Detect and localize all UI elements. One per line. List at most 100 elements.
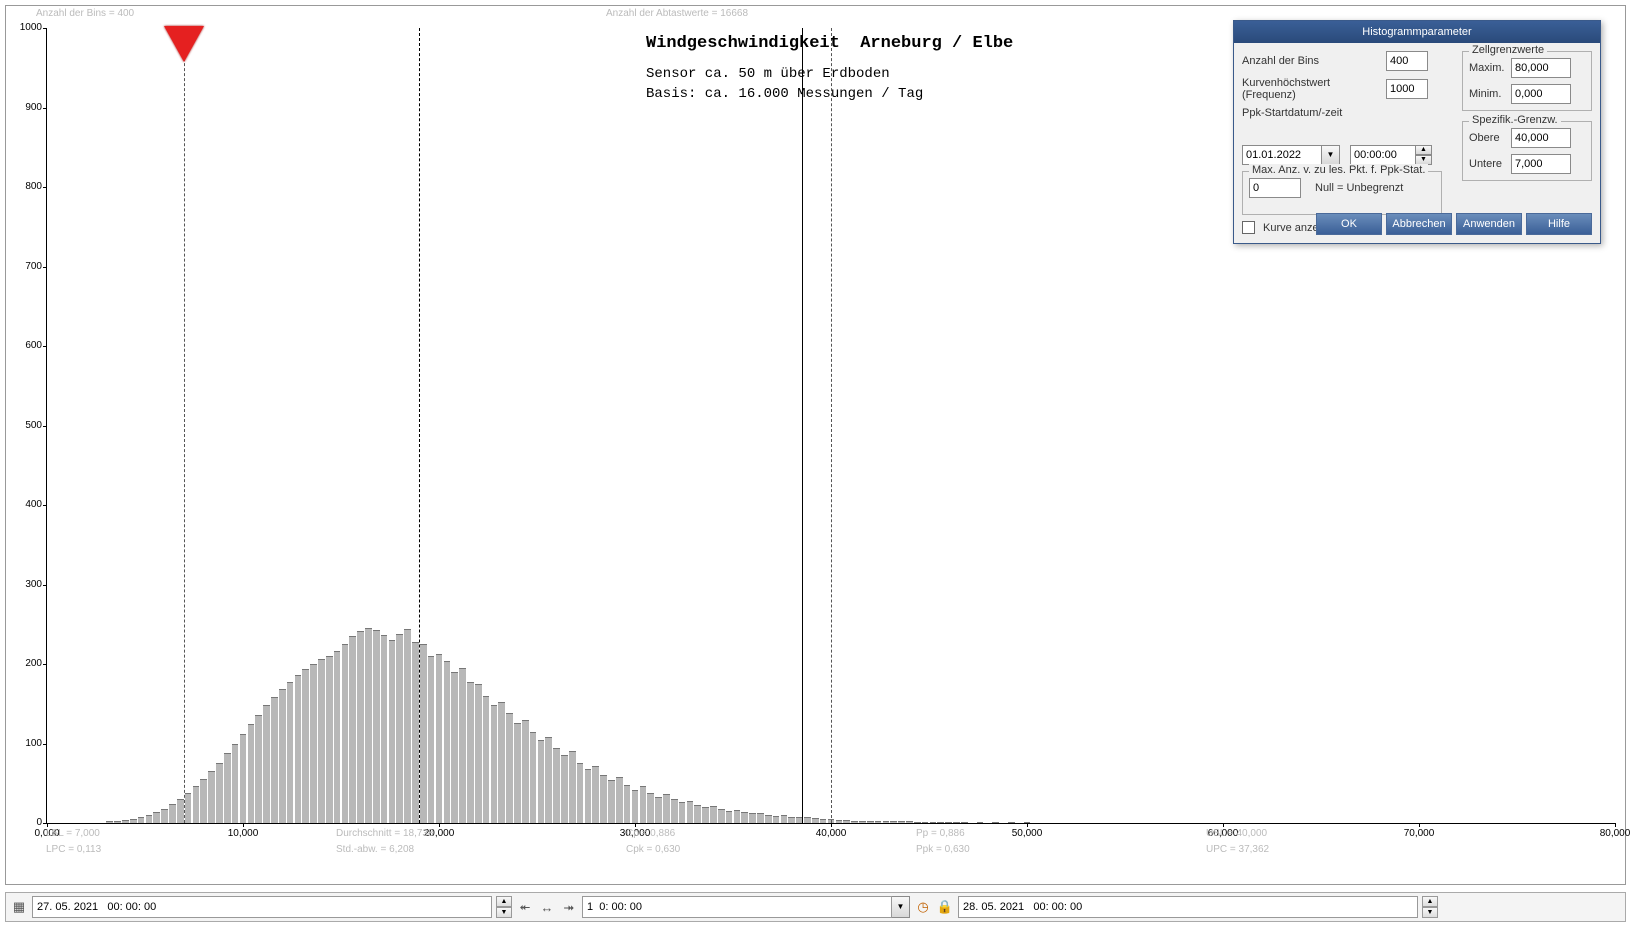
histogram-bar — [592, 766, 599, 823]
to-down[interactable]: ▼ — [1422, 907, 1438, 918]
marker-triangle-icon[interactable] — [164, 26, 204, 62]
stat-ppk: Ppk = 0,630 — [916, 844, 970, 855]
stat-durchschnitt: Durchschnitt = 18,738 — [336, 828, 434, 839]
histogram-bar — [420, 644, 427, 823]
lock-icon[interactable]: 🔒 — [936, 898, 954, 916]
anwenden-button[interactable]: Anwenden — [1456, 213, 1522, 235]
histogram-bar — [937, 822, 944, 823]
histogram-bar — [240, 734, 247, 823]
histogram-bar — [632, 790, 639, 823]
histogram-bar — [710, 806, 717, 823]
interval-dropdown[interactable]: ▼ — [892, 896, 910, 918]
y-tick-label: 500 — [12, 420, 42, 431]
ppk-date-input[interactable] — [1242, 145, 1322, 165]
histogram-bar — [679, 802, 686, 823]
histogram-bar — [373, 630, 380, 823]
date-from-input[interactable] — [32, 896, 492, 918]
histogram-bar — [318, 659, 325, 823]
y-tick-label: 700 — [12, 261, 42, 272]
histogram-bar — [961, 822, 968, 823]
interval-input[interactable] — [582, 896, 892, 918]
histogram-bar — [334, 651, 341, 823]
histogram-bar — [342, 644, 349, 823]
chart-title: Windgeschwindigkeit Arneburg / Elbe — [646, 34, 1013, 53]
y-tick-label: 600 — [12, 340, 42, 351]
histogram-bar — [491, 705, 498, 823]
y-tick-label: 1000 — [12, 22, 42, 33]
histogram-bar — [396, 634, 403, 823]
histogram-bar — [545, 737, 552, 823]
histogram-bar — [114, 821, 121, 823]
histogram-bar — [616, 777, 623, 823]
histogram-bar — [890, 821, 897, 823]
min-input[interactable] — [1511, 84, 1571, 104]
top-samples-label-text: Anzahl der Abtastwerte = — [606, 8, 720, 19]
chart-subtitle-1: Sensor ca. 50 m über Erdboden — [646, 66, 890, 82]
y-tick-label: 0 — [12, 817, 42, 828]
from-down[interactable]: ▼ — [496, 907, 512, 918]
hilfe-button[interactable]: Hilfe — [1526, 213, 1592, 235]
histogram-bar — [749, 813, 756, 823]
histogram-bar — [930, 822, 937, 823]
histogram-bar — [773, 816, 780, 823]
y-tick-label: 400 — [12, 499, 42, 510]
histogram-bar — [428, 656, 435, 823]
reference-line — [802, 28, 803, 823]
histogram-bar — [498, 702, 505, 823]
max-input[interactable] — [1511, 58, 1571, 78]
histogram-bar — [1024, 822, 1031, 823]
nav-expand-icon[interactable]: ↔ — [538, 898, 556, 916]
nav-next-fast-icon[interactable]: ⯮ — [560, 898, 578, 916]
calendar-icon[interactable]: ▦ — [10, 898, 28, 916]
date-to-input[interactable] — [958, 896, 1418, 918]
abbrechen-button[interactable]: Abbrechen — [1386, 213, 1452, 235]
histogram-bar — [953, 822, 960, 823]
histogram-bar — [561, 755, 568, 823]
stats-row: LSL = 7,000 Durchschnitt = 18,738 Cp = 0… — [46, 828, 1615, 862]
histogram-bar — [914, 822, 921, 823]
bins-input[interactable] — [1386, 51, 1428, 71]
histogram-params-dialog: Histogrammparameter Anzahl der Bins Kurv… — [1233, 20, 1601, 244]
histogram-bar — [357, 631, 364, 823]
histogram-bar — [867, 821, 874, 823]
top-bins-label: Anzahl der Bins = 400 — [36, 8, 134, 19]
dialog-titlebar[interactable]: Histogrammparameter — [1234, 21, 1600, 43]
histogram-bar — [404, 629, 411, 823]
ppk-date-dropdown[interactable]: ▼ — [1322, 145, 1340, 165]
stat-lpc: LPC = 0,113 — [46, 844, 101, 855]
ppk-time-input[interactable] — [1350, 145, 1416, 165]
kurven-label: Kurvenhöchstwert (Frequenz) — [1242, 77, 1382, 101]
histogram-bar — [138, 817, 145, 823]
histogram-bar — [757, 813, 764, 823]
ppk-time-up[interactable]: ▲ — [1416, 145, 1432, 155]
histogram-bar — [898, 821, 905, 823]
ppk-date-label: Ppk-Startdatum/-zeit — [1242, 107, 1342, 119]
histogram-bar — [365, 628, 372, 823]
nav-prev-fast-icon[interactable]: ⯬ — [516, 898, 534, 916]
histogram-bar — [451, 672, 458, 823]
zellgrenz-legend: Zellgrenzwerte — [1469, 44, 1547, 56]
histogram-bar — [302, 669, 309, 823]
top-samples-label: Anzahl der Abtastwerte = 16668 — [606, 8, 748, 19]
obere-label: Obere — [1469, 132, 1507, 144]
histogram-bar — [436, 654, 443, 823]
histogram-bar — [640, 786, 647, 823]
histogram-bar — [977, 822, 984, 823]
from-up[interactable]: ▲ — [496, 896, 512, 907]
maxpkt-input[interactable] — [1249, 178, 1301, 198]
histogram-bar — [467, 682, 474, 824]
histogram-bar — [310, 664, 317, 823]
ok-button[interactable]: OK — [1316, 213, 1382, 235]
y-tick-label: 200 — [12, 658, 42, 669]
to-up[interactable]: ▲ — [1422, 896, 1438, 907]
histogram-bar — [185, 793, 192, 823]
histogram-bar — [812, 818, 819, 823]
stat-cp: Cp = 0,886 — [626, 828, 675, 839]
min-label: Minim. — [1469, 88, 1507, 100]
histogram-bar — [522, 720, 529, 823]
histogram-bar — [193, 786, 200, 823]
clock-icon[interactable]: ◷ — [914, 898, 932, 916]
kurven-input[interactable] — [1386, 79, 1428, 99]
histogram-bar — [687, 801, 694, 823]
histogram-bar — [169, 804, 176, 823]
